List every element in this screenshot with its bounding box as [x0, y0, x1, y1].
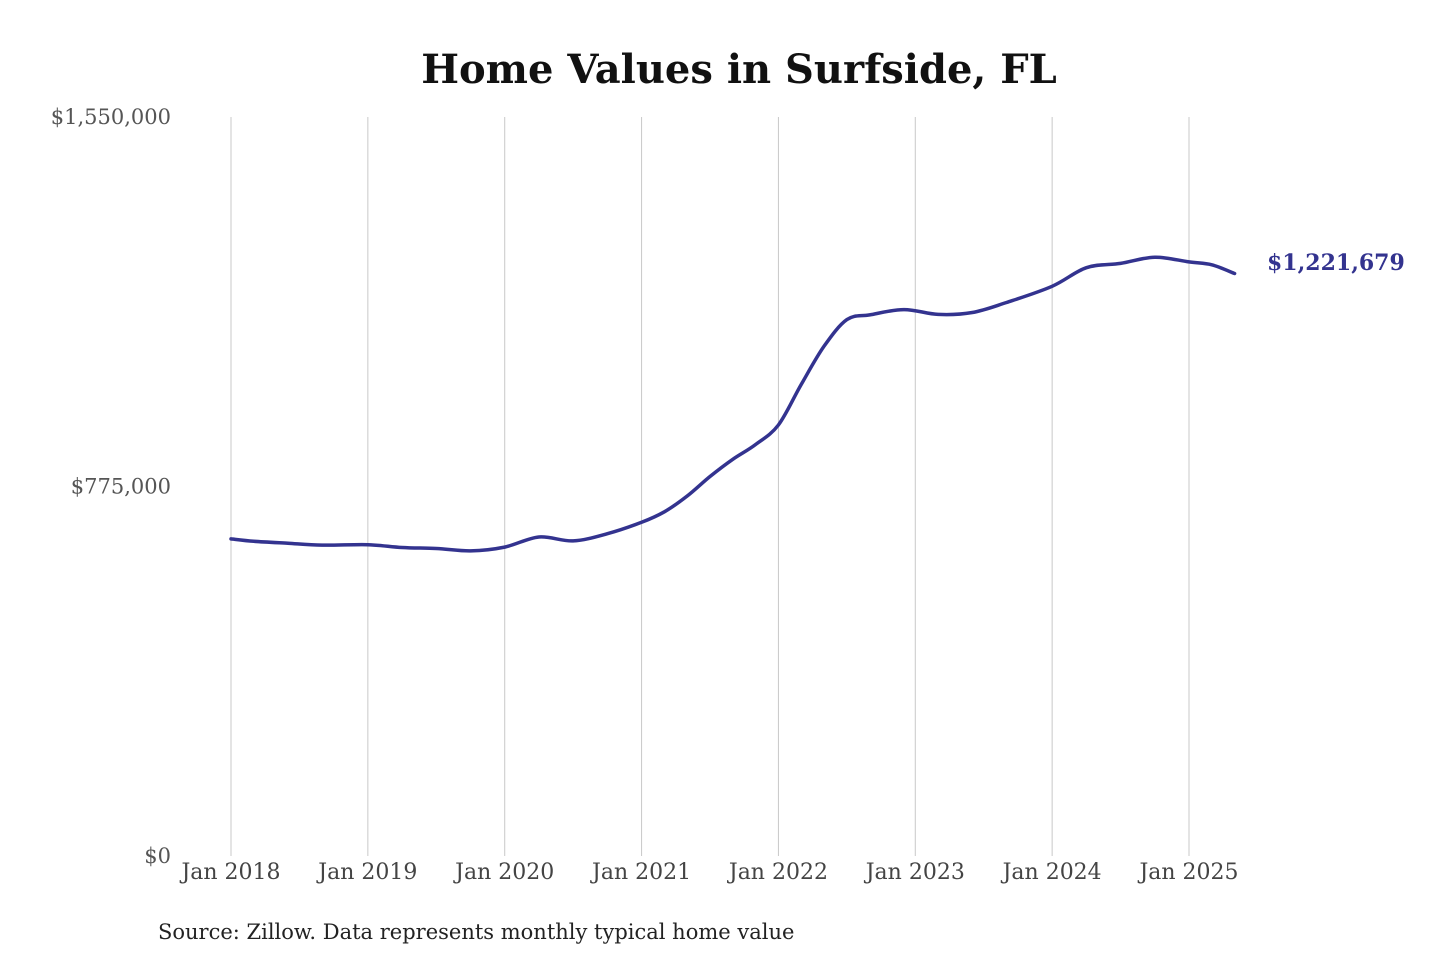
- x-tick-label: Jan 2023: [864, 860, 965, 885]
- y-tick-label: $0: [144, 844, 171, 868]
- home-value-line: [229, 255, 1237, 553]
- x-tick-label: Jan 2019: [316, 860, 417, 885]
- y-tick-label: $1,550,000: [51, 105, 171, 129]
- x-tick-label: Jan 2018: [179, 860, 280, 885]
- x-tick-label: Jan 2022: [727, 860, 828, 885]
- end-value-label: $1,221,679: [1267, 250, 1405, 276]
- x-tick-label: Jan 2024: [1001, 860, 1102, 885]
- source-note: Source: Zillow. Data represents monthly …: [158, 920, 794, 944]
- x-tick-label: Jan 2025: [1137, 860, 1238, 885]
- chart-title: Home Values in Surfside, FL: [421, 46, 1057, 93]
- x-tick-label: Jan 2020: [453, 860, 554, 885]
- y-axis: $0 $775,000 $1,550,000: [51, 105, 171, 868]
- y-tick-label: $775,000: [71, 475, 171, 499]
- x-tick-label: Jan 2021: [590, 860, 691, 885]
- gridlines: [230, 117, 1190, 856]
- x-axis: Jan 2018 Jan 2019 Jan 2020 Jan 2021 Jan 2022…: [179, 860, 1238, 885]
